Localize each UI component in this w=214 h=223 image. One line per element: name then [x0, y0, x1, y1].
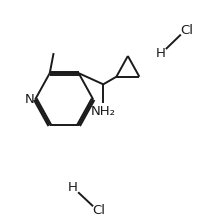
Text: Cl: Cl: [180, 24, 193, 37]
Text: Cl: Cl: [93, 204, 106, 217]
Text: N: N: [24, 93, 34, 106]
Text: H: H: [156, 47, 165, 60]
Text: H: H: [68, 181, 78, 194]
Text: NH₂: NH₂: [91, 105, 116, 118]
